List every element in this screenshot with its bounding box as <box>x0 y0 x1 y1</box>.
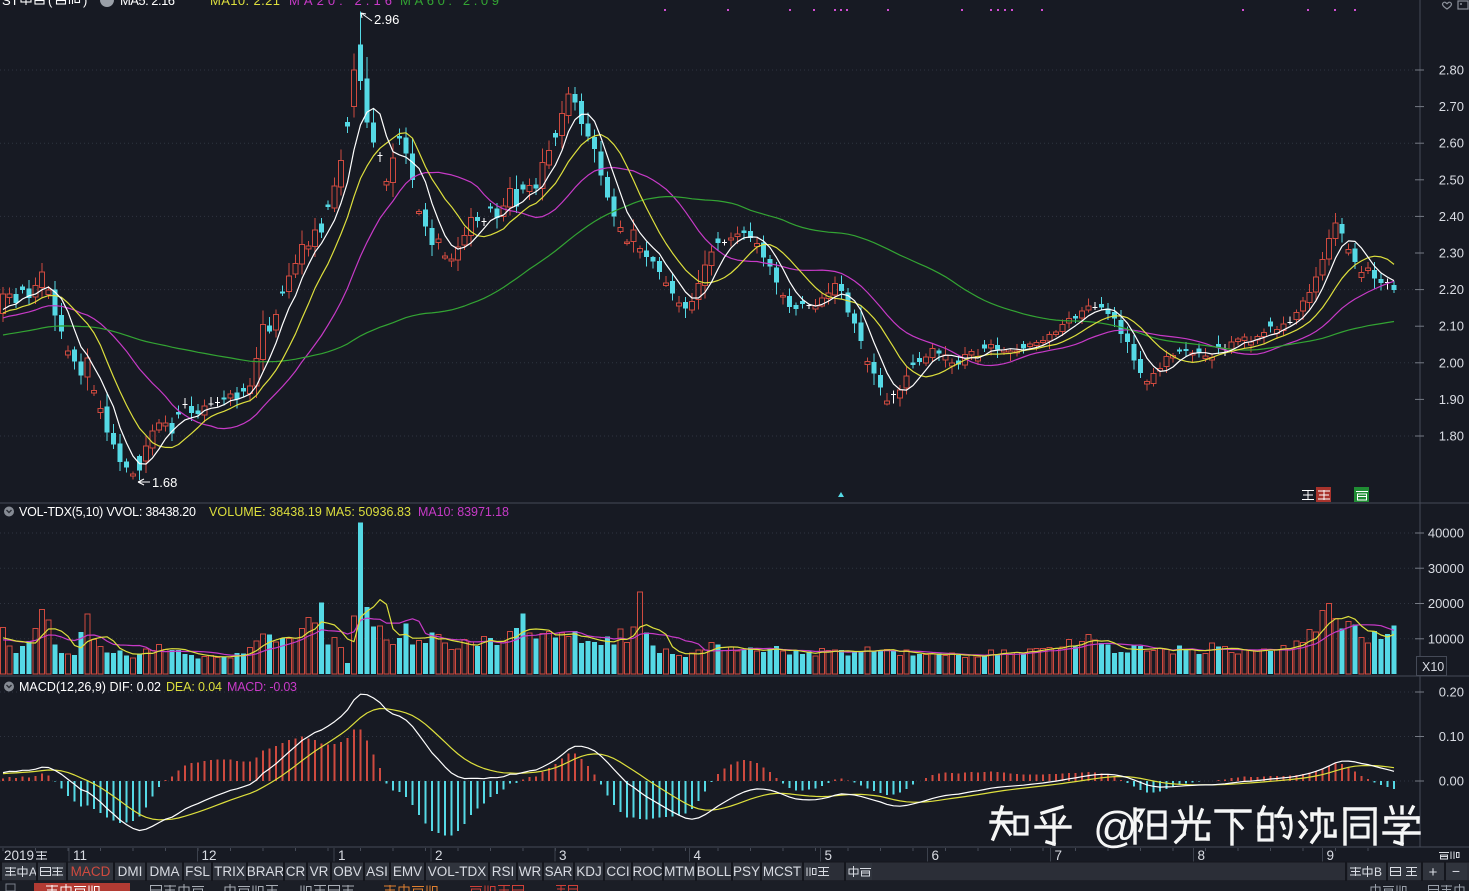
svg-text:KDJ: KDJ <box>576 864 602 879</box>
svg-text:2.10: 2.10 <box>1439 319 1464 334</box>
svg-text:MA10: 83971.18: MA10: 83971.18 <box>418 505 509 519</box>
svg-text:10000: 10000 <box>1428 631 1464 646</box>
svg-text:MTM: MTM <box>664 864 695 879</box>
svg-text:MACD: MACD <box>71 864 111 879</box>
svg-text:8: 8 <box>1198 848 1206 863</box>
svg-text:3: 3 <box>559 848 567 863</box>
svg-text:SAR: SAR <box>545 864 573 879</box>
svg-text:12: 12 <box>202 848 217 863</box>
svg-text:1: 1 <box>338 848 346 863</box>
svg-text:30000: 30000 <box>1428 561 1464 576</box>
svg-text:MA20: 2.16: MA20: 2.16 <box>289 0 392 8</box>
svg-text:1.90: 1.90 <box>1439 392 1464 407</box>
svg-text:11: 11 <box>73 848 87 863</box>
svg-text:1.68: 1.68 <box>152 475 177 490</box>
svg-text:VOL-TDX: VOL-TDX <box>428 864 487 879</box>
svg-text:EMV: EMV <box>393 864 422 879</box>
svg-text:A: A <box>29 865 37 879</box>
svg-text:4: 4 <box>694 848 702 863</box>
svg-text:2.40: 2.40 <box>1439 209 1464 224</box>
svg-text:RSI: RSI <box>492 864 515 879</box>
svg-text:PSY: PSY <box>733 864 760 879</box>
svg-text:VOLUME: 38438.19 MA5: 50936.8: VOLUME: 38438.19 MA5: 50936.83 <box>209 505 411 519</box>
svg-text:0.20: 0.20 <box>1439 685 1464 700</box>
svg-text:40000: 40000 <box>1428 526 1464 541</box>
svg-text:0.00: 0.00 <box>1439 774 1464 789</box>
svg-text:FSL: FSL <box>185 864 210 879</box>
svg-text:ROC: ROC <box>633 864 663 879</box>
svg-text:MACD(12,26,9) DIF: 0.02: MACD(12,26,9) DIF: 0.02 <box>19 680 161 694</box>
svg-text:B: B <box>1374 865 1382 879</box>
svg-text:MCST: MCST <box>763 864 801 879</box>
svg-text:CR: CR <box>286 864 306 879</box>
svg-text:2.30: 2.30 <box>1439 246 1464 261</box>
svg-text:MACD: -0.03: MACD: -0.03 <box>227 680 297 694</box>
svg-text:1.80: 1.80 <box>1439 429 1464 444</box>
svg-text:2.50: 2.50 <box>1439 172 1464 187</box>
svg-text:MA5: 2.16: MA5: 2.16 <box>120 0 175 8</box>
svg-text:): ) <box>83 0 87 8</box>
svg-text:BRAR: BRAR <box>247 864 285 879</box>
svg-text:+: + <box>1429 864 1438 881</box>
svg-text:2: 2 <box>435 848 443 863</box>
svg-text:DMA: DMA <box>150 864 180 879</box>
svg-text:VR: VR <box>310 864 329 879</box>
svg-text:2.96: 2.96 <box>374 12 399 27</box>
svg-text:2.70: 2.70 <box>1439 99 1464 114</box>
svg-text:MA60: 2.09: MA60: 2.09 <box>400 0 499 8</box>
svg-text:2.20: 2.20 <box>1439 282 1464 297</box>
svg-text:20000: 20000 <box>1428 596 1464 611</box>
svg-text:CCI: CCI <box>606 864 629 879</box>
svg-text:2.60: 2.60 <box>1439 136 1464 151</box>
svg-text:5: 5 <box>825 848 833 863</box>
svg-text:BOLL: BOLL <box>697 864 732 879</box>
svg-text:ASI: ASI <box>366 864 388 879</box>
svg-text:6: 6 <box>932 848 940 863</box>
svg-text:2019: 2019 <box>4 848 34 863</box>
svg-text:−: − <box>1452 863 1460 879</box>
svg-text:DMI: DMI <box>118 864 143 879</box>
svg-text:DEA: 0.04: DEA: 0.04 <box>166 680 222 694</box>
svg-text:9: 9 <box>1327 848 1335 863</box>
svg-text:(: ( <box>48 0 53 8</box>
svg-text:OBV: OBV <box>333 864 362 879</box>
svg-text:VOL-TDX(5,10) VVOL: 38438.20: VOL-TDX(5,10) VVOL: 38438.20 <box>19 505 196 519</box>
svg-text:2.80: 2.80 <box>1439 63 1464 78</box>
svg-text:@: @ <box>1093 803 1138 852</box>
svg-text:X10: X10 <box>1422 660 1444 674</box>
svg-text:0.10: 0.10 <box>1439 729 1464 744</box>
svg-text:TRIX: TRIX <box>214 864 245 879</box>
svg-text:7: 7 <box>1055 848 1063 863</box>
svg-text:MA10: 2.21: MA10: 2.21 <box>210 0 280 8</box>
svg-text:2.00: 2.00 <box>1439 355 1464 370</box>
svg-text:ST: ST <box>2 0 19 8</box>
svg-text:WR: WR <box>519 864 542 879</box>
